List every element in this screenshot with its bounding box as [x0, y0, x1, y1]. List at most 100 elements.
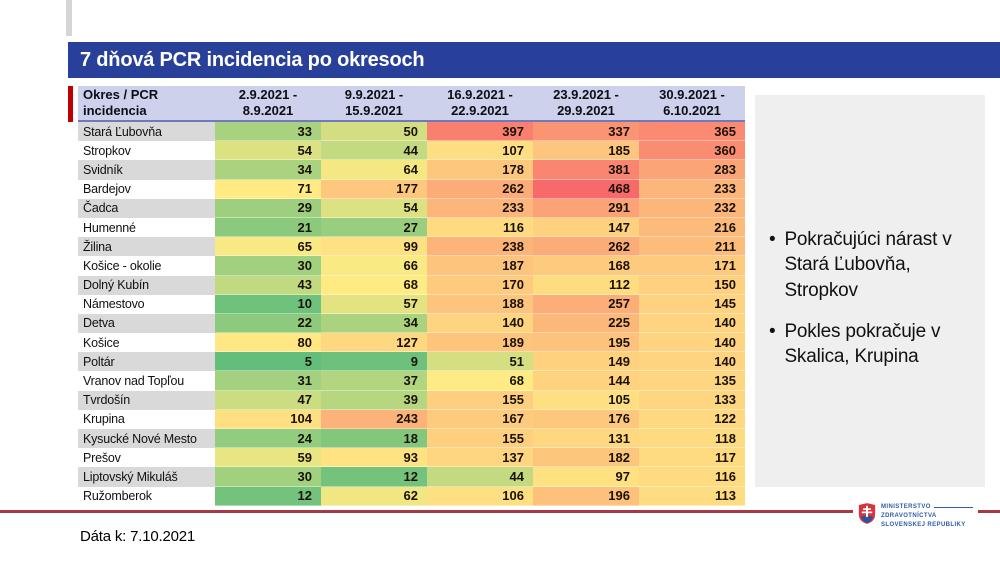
incidence-cell: 189 — [427, 333, 533, 353]
incidence-cell: 167 — [427, 409, 533, 429]
table-header: Okres / PCR incidencia 2.9.2021 -8.9.202… — [78, 86, 745, 122]
incidence-cell: 225 — [533, 313, 639, 334]
note-bullet: • Pokles pokračuje v Skalica, Krupina — [769, 319, 975, 370]
district-name: Stropkov — [78, 141, 215, 161]
period-column-header: 23.9.2021 -29.9.2021 — [553, 86, 619, 118]
table-row: Čadca 29 54 233 291 232 — [78, 198, 745, 218]
table-row: Dolný Kubín 43 68 170 112 150 — [78, 275, 745, 295]
incidence-cell: 211 — [639, 237, 745, 257]
incidence-cell: 22 — [215, 313, 321, 334]
incidence-cell: 93 — [321, 448, 427, 468]
incidence-cell: 44 — [427, 467, 533, 487]
incidence-cell: 44 — [321, 141, 427, 161]
ministry-logo: MINISTERSTVO ZDRAVOTNÍCTVA SLOVENSKEJ RE… — [853, 498, 978, 534]
incidence-cell: 233 — [639, 179, 745, 199]
logo-rule — [933, 506, 973, 508]
incidence-cell: 262 — [533, 237, 639, 257]
incidence-cell: 185 — [533, 141, 639, 161]
incidence-cell: 170 — [427, 275, 533, 295]
incidence-cell: 47 — [215, 390, 321, 410]
incidence-cell: 135 — [639, 371, 745, 391]
incidence-cell: 62 — [321, 486, 427, 506]
incidence-cell: 337 — [533, 122, 639, 142]
district-name: Vranov nad Topľou — [78, 371, 215, 391]
incidence-cell: 140 — [639, 352, 745, 372]
incidence-cell: 80 — [215, 333, 321, 353]
slovak-coat-of-arms-icon — [858, 502, 876, 530]
incidence-cell: 149 — [533, 352, 639, 372]
title-bar: 7 dňová PCR incidencia po okresoch — [68, 42, 1000, 78]
table-row: Námestovo 10 57 188 257 145 — [78, 294, 745, 314]
incidence-cell: 105 — [533, 390, 639, 410]
incidence-cell: 37 — [321, 371, 427, 391]
incidence-cell: 5 — [215, 352, 321, 372]
district-name: Ružomberok — [78, 486, 215, 506]
incidence-cell: 24 — [215, 429, 321, 449]
incidence-cell: 106 — [427, 486, 533, 506]
incidence-cell: 140 — [427, 313, 533, 334]
incidence-cell: 171 — [639, 256, 745, 276]
district-name: Prešov — [78, 448, 215, 468]
incidence-cell: 59 — [215, 448, 321, 468]
incidence-cell: 243 — [321, 409, 427, 429]
incidence-table: Okres / PCR incidencia 2.9.2021 -8.9.202… — [78, 86, 745, 506]
incidence-cell: 66 — [321, 256, 427, 276]
incidence-cell: 122 — [639, 409, 745, 429]
incidence-cell: 33 — [215, 122, 321, 142]
incidence-cell: 118 — [639, 429, 745, 449]
table-row: Tvrdošín 47 39 155 105 133 — [78, 390, 745, 410]
incidence-cell: 176 — [533, 409, 639, 429]
period-column-header: 2.9.2021 -8.9.2021 — [238, 86, 298, 118]
incidence-cell: 238 — [427, 237, 533, 257]
incidence-cell: 232 — [639, 198, 745, 218]
table-row: Liptovský Mikuláš 30 12 44 97 116 — [78, 467, 745, 487]
incidence-cell: 365 — [639, 122, 745, 142]
district-name: Detva — [78, 313, 215, 334]
incidence-cell: 133 — [639, 390, 745, 410]
table-body: Stará Ľubovňa 33 50 397 337 365 Stropkov 54 44 10… — [78, 122, 745, 506]
incidence-cell: 10 — [215, 294, 321, 314]
district-name: Svidník — [78, 160, 215, 180]
table-row: Poltár 5 9 51 149 140 — [78, 352, 745, 372]
incidence-cell: 155 — [427, 429, 533, 449]
incidence-cell: 283 — [639, 160, 745, 180]
data-as-of-label: Dáta k: 7.10.2021 — [80, 528, 196, 545]
incidence-cell: 131 — [533, 429, 639, 449]
table-row: Žilina 65 99 238 262 211 — [78, 237, 745, 257]
table-row: Stropkov 54 44 107 185 360 — [78, 141, 745, 161]
district-name: Kysucké Nové Mesto — [78, 429, 215, 449]
incidence-cell: 113 — [639, 486, 745, 506]
district-name: Dolný Kubín — [78, 275, 215, 295]
incidence-cell: 64 — [321, 160, 427, 180]
incidence-cell: 257 — [533, 294, 639, 314]
bullet-icon: • — [769, 320, 776, 342]
district-name: Humenné — [78, 217, 215, 238]
incidence-cell: 112 — [533, 275, 639, 295]
period-column-header: 9.9.2021 -15.9.2021 — [344, 86, 404, 118]
row-header: Okres / PCR incidencia — [83, 86, 159, 118]
notes-panel: • Pokračujúci nárast v Stará Ľubovňa, Str… — [755, 95, 985, 487]
table-row: Detva 22 34 140 225 140 — [78, 313, 745, 334]
district-name: Košice - okolie — [78, 256, 215, 276]
ministry-logo-text: MINISTERSTVO ZDRAVOTNÍCTVA SLOVENSKEJ RE… — [881, 503, 973, 530]
table-row: Humenné 21 27 116 147 216 — [78, 217, 745, 238]
incidence-cell: 144 — [533, 371, 639, 391]
red-accent-bar — [68, 86, 73, 122]
period-column-header: 16.9.2021 -22.9.2021 — [447, 86, 513, 118]
incidence-cell: 127 — [321, 333, 427, 353]
table-row: Ružomberok 12 62 106 196 113 — [78, 486, 745, 506]
table-row: Prešov 59 93 137 182 117 — [78, 448, 745, 468]
incidence-cell: 196 — [533, 486, 639, 506]
incidence-cell: 30 — [215, 467, 321, 487]
incidence-cell: 31 — [215, 371, 321, 391]
incidence-cell: 50 — [321, 122, 427, 142]
note-text: Pokračujúci nárast v Stará Ľubovňa, Stro… — [784, 229, 952, 301]
incidence-cell: 397 — [427, 122, 533, 142]
table-row: Vranov nad Topľou 31 37 68 144 135 — [78, 371, 745, 391]
footer-divider-line — [0, 510, 1000, 513]
incidence-cell: 43 — [215, 275, 321, 295]
incidence-cell: 9 — [321, 352, 427, 372]
incidence-cell: 54 — [321, 198, 427, 218]
incidence-cell: 182 — [533, 448, 639, 468]
